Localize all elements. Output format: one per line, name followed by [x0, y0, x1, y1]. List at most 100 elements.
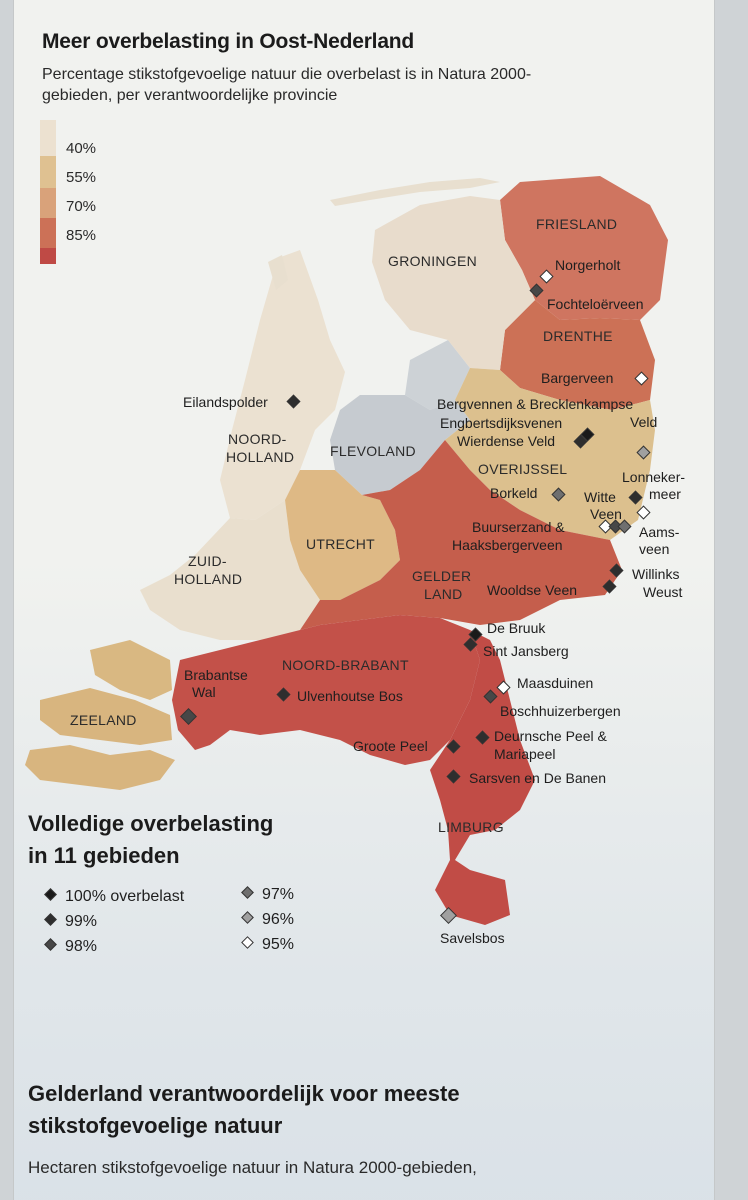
label-borkeld: Borkeld: [490, 485, 537, 501]
legend-swatch-70: [40, 218, 56, 248]
marker-aamsveen: [636, 505, 651, 520]
legend-label-55: 55%: [66, 169, 97, 186]
label-noord-holland-2: HOLLAND: [226, 449, 294, 465]
wadden-island-texel: [268, 255, 288, 290]
next-article-title-line2: stikstofgevoelige natuur: [28, 1113, 283, 1138]
marker-buurserzand-1: [608, 519, 623, 534]
province-noord-brabant: [172, 615, 480, 765]
label-limburg: LIMBURG: [438, 819, 504, 835]
label-utrecht: UTRECHT: [306, 536, 375, 552]
province-drenthe: [500, 300, 655, 410]
legend-swatch-40: [40, 156, 56, 188]
marker-bergvennen: [580, 427, 595, 442]
marker-brabantse-wal: [180, 708, 197, 725]
marker-witte-veen: [598, 519, 613, 534]
marker-ulvenhoutse-bos: [276, 687, 291, 702]
marker-groote-peel: [446, 739, 461, 754]
label-de-bruuk: De Bruuk: [487, 620, 546, 636]
key-item-100: 100% overbelast: [44, 888, 184, 906]
key-item-98: 98%: [44, 938, 98, 956]
label-drenthe: DRENTHE: [543, 328, 613, 344]
label-noord-holland-1: NOORD-: [228, 431, 287, 447]
province-zuid-holland: [140, 500, 320, 640]
diamond-98-icon: [44, 938, 57, 951]
marker-buurserzand-2: [617, 519, 632, 534]
label-ulvenhoutse-bos: Ulvenhoutse Bos: [297, 688, 403, 704]
label-zeeland: ZEELAND: [70, 712, 137, 728]
marker-norgerholt: [539, 269, 554, 284]
overload-key-title-line2: in 11 gebieden: [28, 843, 180, 868]
label-bargerveen: Bargerveen: [541, 370, 613, 386]
label-maasduinen: Maasduinen: [517, 675, 593, 691]
marker-deurnsche-peel: [475, 730, 490, 745]
marker-fochteloerveen: [529, 283, 544, 298]
legend-swatch-lightest: [40, 120, 56, 156]
label-veld: Veld: [630, 414, 657, 430]
overload-key-title: Volledige overbelasting in 11 gebieden: [28, 808, 388, 872]
overload-key-title-line1: Volledige overbelasting: [28, 811, 274, 836]
label-lonnekermeer-1: Lonneker-: [622, 469, 685, 485]
marker-willinks-weust: [609, 563, 624, 578]
label-overijssel: OVERIJSSEL: [478, 461, 567, 477]
province-zeeland-island-1: [90, 640, 172, 700]
marker-boschhuizerbergen: [483, 689, 498, 704]
province-friesland: [500, 176, 668, 320]
label-sarsven: Sarsven en De Banen: [469, 770, 606, 786]
key-item-97: 97%: [241, 886, 295, 904]
diamond-99-icon: [44, 913, 57, 926]
label-buurserzand-1: Buurserzand &: [472, 519, 565, 535]
marker-eilandspolder: [286, 394, 301, 409]
legend-label-85: 85%: [66, 227, 97, 244]
marker-sint-jansberg: [463, 637, 478, 652]
label-witte-veen-1: Witte: [584, 489, 616, 505]
province-noord-holland: [220, 250, 345, 520]
label-brabantse-wal-2: Wal: [192, 684, 216, 700]
label-lonnekermeer-2: meer: [649, 486, 681, 502]
legend-swatch-85: [40, 248, 56, 264]
label-groningen: GRONINGEN: [388, 253, 477, 269]
label-groote-peel: Groote Peel: [353, 738, 428, 754]
label-sint-jansberg: Sint Jansberg: [483, 643, 569, 659]
marker-bargerveen: [634, 371, 649, 386]
label-willinks-weust-1: Willinks: [632, 566, 679, 582]
label-deurnsche-peel-2: Mariapeel: [494, 746, 555, 762]
legend-swatch-55: [40, 188, 56, 218]
marker-savelsbos: [440, 907, 457, 924]
marker-borkeld: [551, 487, 566, 502]
label-fochteloerveen: Fochteloërveen: [547, 296, 644, 312]
province-utrecht: [285, 470, 400, 600]
marker-sarsven: [446, 769, 461, 784]
province-overijssel: [445, 368, 655, 540]
marker-veld: [636, 445, 651, 460]
province-zeeland-island-3: [25, 745, 175, 790]
label-bergvennen: Bergvennen & Brecklenkampse: [437, 396, 633, 412]
label-wierdense-veld: Wierdense Veld: [457, 433, 555, 449]
label-deurnsche-peel-1: Deurnsche Peel &: [494, 728, 608, 744]
label-flevoland: FLEVOLAND: [330, 443, 416, 459]
label-witte-veen-2: Veen: [590, 506, 622, 522]
diamond-95-icon: [241, 936, 254, 949]
label-eilandspolder: Eilandspolder: [183, 394, 268, 410]
province-zeeland-island-2: [40, 688, 172, 745]
label-savelsbos: Savelsbos: [440, 930, 505, 946]
diamond-96-icon: [241, 911, 254, 924]
label-wooldse-veen: Wooldse Veen: [487, 582, 577, 598]
marker-de-bruuk: [468, 627, 483, 642]
diamond-97-icon: [241, 886, 254, 899]
label-zuid-holland-1: ZUID-: [188, 553, 227, 569]
label-willinks-weust-2: Weust: [643, 584, 683, 600]
label-friesland: FRIESLAND: [536, 216, 617, 232]
legend-label-70: 70%: [66, 198, 97, 215]
ijsselmeer-water: [405, 340, 470, 410]
key-item-label: 98%: [65, 938, 98, 955]
key-item-label: 97%: [262, 886, 295, 903]
diamond-100-icon: [44, 888, 57, 901]
label-brabantse-wal-1: Brabantse: [184, 667, 248, 683]
key-item-label: 95%: [262, 936, 295, 953]
label-gelderland-1: GELDER: [412, 568, 471, 584]
label-boschhuizerbergen: Boschhuizerbergen: [500, 703, 621, 719]
label-aamsveen-1: Aams-: [639, 524, 680, 540]
key-item-label: 99%: [65, 913, 98, 930]
map-subtitle: Percentage stikstofgevoelige natuur die …: [42, 66, 532, 104]
